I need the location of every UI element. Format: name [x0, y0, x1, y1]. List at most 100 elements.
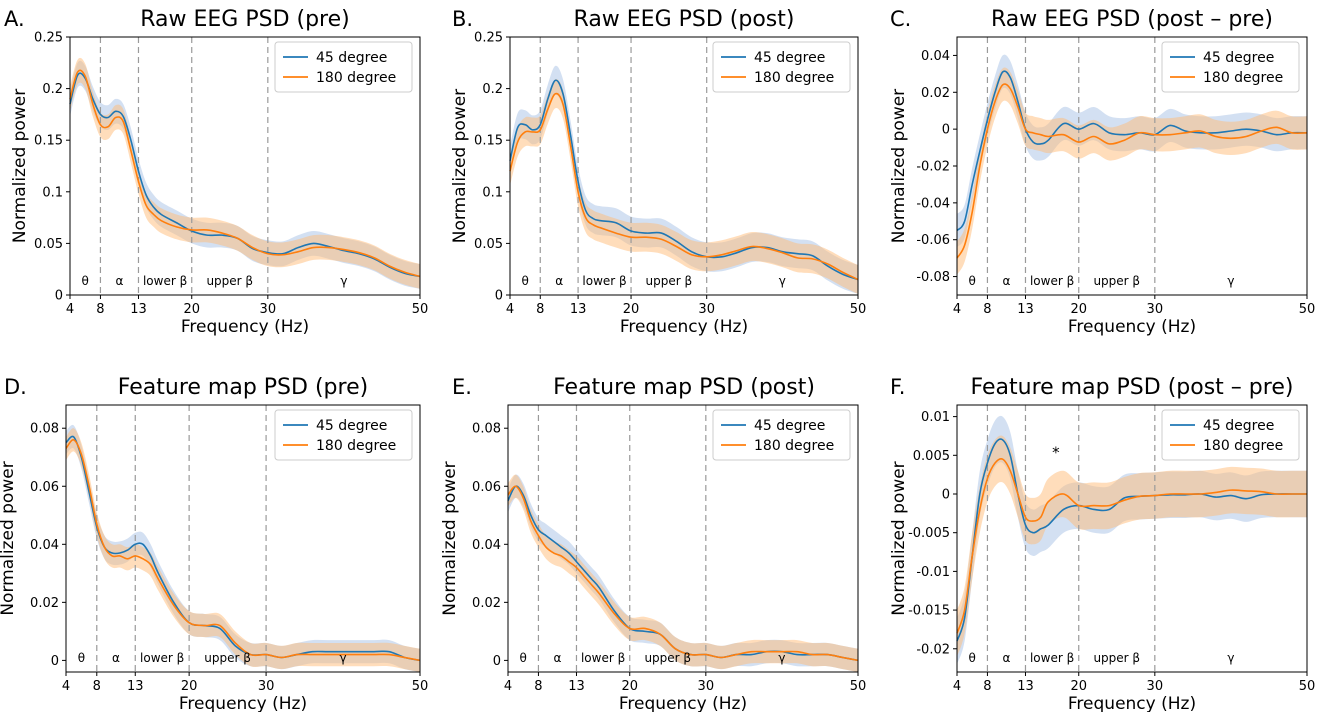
y-axis-label: Normalized power: [450, 89, 470, 243]
frequency-band-label: γ: [339, 651, 346, 665]
y-tick-label: 0.2: [42, 82, 63, 97]
frequency-band-label: θ: [520, 651, 527, 665]
y-tick-label: 0: [942, 488, 950, 503]
y-tick-label: 0.04: [921, 49, 950, 64]
confidence-band-180: [70, 57, 420, 289]
confidence-band-180: [957, 67, 1307, 275]
legend-label: 45 degree: [316, 418, 387, 434]
frequency-band-label: upper β: [644, 651, 691, 665]
frequency-band-label: upper β: [1093, 651, 1140, 665]
series-line-180-degree: [956, 457, 1307, 634]
x-tick-label: 50: [850, 679, 867, 694]
y-tick-label: 0.15: [474, 134, 503, 149]
legend-label: 180 degree: [1203, 438, 1283, 454]
y-tick-label: 0.05: [474, 237, 503, 252]
series-line-45-degree: [956, 438, 1307, 642]
series-line-180-degree: [956, 83, 1308, 259]
frequency-band-label: γ: [1227, 651, 1234, 665]
series-line-180-degree: [507, 485, 859, 662]
x-axis-label: Frequency (Hz): [181, 317, 309, 337]
significance-marker: *: [1052, 443, 1060, 461]
x-tick-label: 13: [570, 302, 587, 317]
panel-c: C. Raw EEG PSD (post – pre) θ α lower β upper…: [889, 7, 1315, 337]
axes-frame: [65, 404, 421, 673]
y-tick-label: -0.08: [916, 270, 950, 285]
legend-box: [712, 409, 851, 461]
x-tick-label: 20: [623, 302, 640, 317]
legend-label: 180 degree: [316, 70, 396, 86]
panel-letter: A.: [4, 7, 25, 31]
series-line-180-degree: [69, 69, 421, 278]
series-line-45-degree: [956, 70, 1308, 232]
frequency-band-label: lower β: [140, 651, 184, 665]
frequency-band-label: γ: [1227, 274, 1234, 288]
panel-title: Feature map PSD (post – pre): [971, 375, 1294, 400]
x-tick-label: 8: [96, 302, 104, 317]
frequency-band-label: θ: [82, 274, 89, 288]
x-axis-label: Frequency (Hz): [1068, 694, 1196, 712]
frequency-band-label: lower β: [1030, 651, 1074, 665]
y-axis-label: Normalized power: [440, 461, 460, 615]
x-tick-label: 50: [412, 302, 429, 317]
frequency-band-label: θ: [969, 274, 976, 288]
panel-letter: E.: [452, 375, 472, 399]
y-tick-label: -0.02: [916, 160, 950, 175]
frequency-band-label: θ: [969, 651, 976, 665]
x-axis-label: Frequency (Hz): [179, 694, 307, 712]
x-tick-label: 13: [568, 679, 585, 694]
legend: 45 degree 180 degree: [712, 409, 851, 461]
x-tick-label: 30: [258, 679, 275, 694]
x-tick-label: 30: [698, 679, 715, 694]
panel-f: F. Feature map PSD (post – pre) θ α lower β u…: [889, 375, 1315, 712]
frequency-band-label: lower β: [581, 651, 625, 665]
x-axis-label: Frequency (Hz): [620, 317, 748, 337]
x-tick-label: 50: [412, 679, 429, 694]
y-tick-label: 0.15: [34, 134, 63, 149]
legend-label: 45 degree: [754, 50, 825, 66]
x-tick-label: 30: [1147, 679, 1164, 694]
panel-title: Feature map PSD (pre): [118, 375, 368, 400]
legend: 45 degree 180 degree: [274, 41, 413, 93]
y-axis-label: Normalized power: [10, 89, 30, 243]
x-tick-label: 20: [621, 679, 638, 694]
y-tick-label: -0.015: [908, 604, 950, 619]
legend-box: [1161, 409, 1300, 461]
frequency-band-label: θ: [78, 651, 85, 665]
x-tick-label: 30: [260, 302, 277, 317]
x-tick-label: 4: [62, 679, 70, 694]
frequency-band-label: θ: [521, 274, 528, 288]
panel-title: Raw EEG PSD (post): [574, 7, 795, 32]
x-tick-label: 30: [1147, 302, 1164, 317]
x-tick-label: 13: [130, 302, 147, 317]
legend-label: 45 degree: [1203, 418, 1274, 434]
panel-letter: C.: [890, 7, 911, 31]
x-tick-label: 20: [1070, 302, 1087, 317]
x-tick-label: 8: [536, 302, 544, 317]
panel-e: E. Feature map PSD (post) θ α lower β upper β…: [440, 375, 866, 712]
x-tick-label: 4: [953, 302, 961, 317]
frequency-band-label: α: [555, 274, 563, 288]
frequency-band-label: lower β: [1030, 274, 1074, 288]
frequency-band-label: α: [112, 651, 120, 665]
x-tick-label: 13: [1017, 302, 1034, 317]
legend: 45 degree 180 degree: [1161, 409, 1300, 461]
y-tick-label: -0.005: [908, 526, 950, 541]
x-tick-label: 20: [1070, 679, 1087, 694]
y-axis-label: Normalized power: [0, 461, 18, 615]
y-tick-label: 0.06: [472, 480, 501, 495]
frequency-band-label: γ: [778, 651, 785, 665]
x-tick-label: 4: [504, 679, 512, 694]
legend-label: 180 degree: [754, 70, 834, 86]
panel-d: D. Feature map PSD (pre) θ α lower β upper β γ…: [0, 375, 428, 712]
legend: 45 degree 180 degree: [274, 409, 413, 461]
y-tick-label: 0.25: [474, 31, 503, 46]
panel-title: Raw EEG PSD (pre): [140, 7, 350, 32]
x-axis-label: Frequency (Hz): [619, 694, 747, 712]
x-tick-label: 20: [183, 302, 200, 317]
y-tick-label: 0.2: [482, 82, 503, 97]
panel-title: Raw EEG PSD (post – pre): [991, 7, 1273, 32]
y-tick-label: 0: [55, 289, 63, 304]
x-tick-label: 4: [953, 679, 961, 694]
y-tick-label: -0.06: [916, 233, 950, 248]
y-tick-label: 0: [495, 289, 503, 304]
